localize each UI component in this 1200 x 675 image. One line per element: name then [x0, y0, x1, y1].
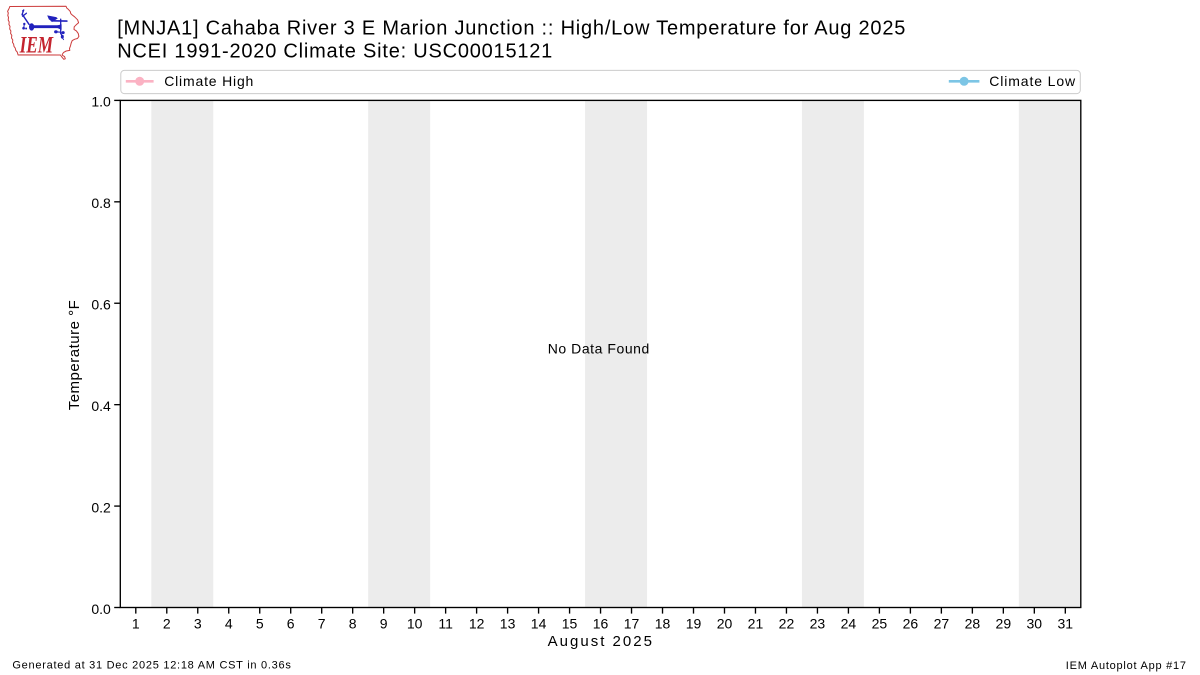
svg-text:4: 4	[225, 616, 233, 632]
svg-text:25: 25	[872, 616, 888, 632]
svg-text:0.2: 0.2	[91, 499, 111, 515]
svg-text:Climate Low: Climate Low	[989, 73, 1076, 89]
svg-text:6: 6	[287, 616, 295, 632]
svg-text:13: 13	[500, 616, 516, 632]
svg-text:17: 17	[624, 616, 640, 632]
svg-text:August 2025: August 2025	[548, 633, 654, 650]
svg-text:1: 1	[132, 616, 140, 632]
svg-text:19: 19	[686, 616, 702, 632]
svg-text:8: 8	[349, 616, 357, 632]
svg-text:Generated at 31 Dec 2025 12:18: Generated at 31 Dec 2025 12:18 AM CST in…	[12, 660, 291, 672]
svg-text:24: 24	[841, 616, 857, 632]
svg-text:30: 30	[1027, 616, 1043, 632]
svg-text:12: 12	[469, 616, 485, 632]
svg-text:0.6: 0.6	[91, 297, 111, 313]
svg-text:18: 18	[655, 616, 671, 632]
svg-text:9: 9	[380, 616, 388, 632]
svg-text:14: 14	[531, 616, 547, 632]
svg-text:No Data Found: No Data Found	[548, 341, 650, 357]
svg-text:Temperature °F: Temperature °F	[66, 300, 83, 411]
svg-text:11: 11	[438, 616, 453, 632]
svg-text:27: 27	[934, 616, 950, 632]
svg-text:0.0: 0.0	[91, 601, 111, 617]
svg-text:[MNJA1] Cahaba River 3 E Mario: [MNJA1] Cahaba River 3 E Marion Junction…	[117, 18, 906, 40]
svg-text:23: 23	[810, 616, 826, 632]
svg-text:31: 31	[1058, 616, 1074, 632]
svg-text:22: 22	[779, 616, 795, 632]
svg-text:5: 5	[256, 616, 264, 632]
svg-text:15: 15	[562, 616, 578, 632]
svg-text:NCEI 1991-2020 Climate Site: U: NCEI 1991-2020 Climate Site: USC00015121	[117, 40, 553, 62]
svg-text:0.4: 0.4	[91, 398, 111, 414]
svg-text:3: 3	[194, 616, 202, 632]
svg-text:26: 26	[903, 616, 919, 632]
svg-text:21: 21	[748, 616, 764, 632]
svg-text:IEM: IEM	[19, 32, 54, 57]
svg-text:16: 16	[593, 616, 609, 632]
svg-text:1.0: 1.0	[91, 94, 111, 110]
svg-text:Climate High: Climate High	[164, 73, 254, 89]
svg-text:7: 7	[318, 616, 326, 632]
svg-text:2: 2	[163, 616, 171, 632]
svg-text:20: 20	[717, 616, 733, 632]
svg-text:29: 29	[996, 616, 1012, 632]
svg-text:10: 10	[407, 616, 423, 632]
svg-text:IEM Autoplot App #17: IEM Autoplot App #17	[1066, 660, 1187, 672]
svg-text:28: 28	[965, 616, 981, 632]
svg-text:0.8: 0.8	[91, 195, 111, 211]
